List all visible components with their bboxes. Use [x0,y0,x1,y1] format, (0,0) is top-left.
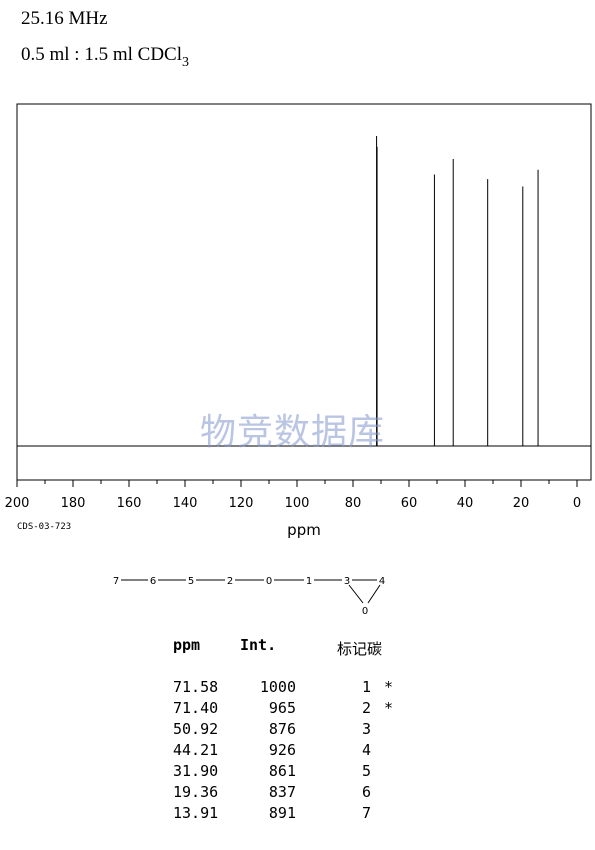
plot-frame [16,103,592,481]
cell-ppm: 13.91 [173,804,219,822]
atom-label: 0 [266,576,272,587]
atom-label: 4 [379,576,385,587]
header-ppm: ppm [173,636,201,654]
cell-ppm: 44.21 [173,741,219,759]
cell-int: 861 [268,762,296,780]
cell-ppm: 50.92 [173,720,219,738]
tick-label: 160 [117,496,142,511]
ring-bond [348,584,364,604]
cell-int: 926 [268,741,296,759]
cell-int: 876 [268,720,296,738]
nmr-spectrum-chart: 200 180 160 140 120 100 80 60 40 20 0 ppm [5,103,592,539]
tick-label: 0 [573,496,581,511]
tick-label: 20 [513,496,530,511]
solvent-info: 0.5 ml : 1.5 ml CDCl3 [21,44,189,71]
x-axis-ticks: 200 180 160 140 120 100 80 60 40 20 0 [5,480,581,511]
tick-label: 60 [401,496,418,511]
structure-diagram: 7 6 5 2 0 1 3 4 0 [113,576,385,617]
atom-label: 6 [150,576,156,587]
tick-label: 40 [457,496,474,511]
spectrometer-frequency: 25.16 MHz [21,8,108,29]
peaks-group [376,136,539,446]
cell-carbon: 7 [361,804,371,822]
cell-ppm: 71.58 [173,678,219,696]
atom-label: 7 [113,576,119,587]
atom-label: 1 [306,576,312,587]
tick-label: 200 [5,496,30,511]
atom-label: 3 [344,576,350,587]
solvent-subscript: 3 [182,55,189,70]
spectrum-code: CDS-03-723 [17,522,72,532]
cell-carbon: 2 [361,699,371,717]
ring-oxygen-label: 0 [362,606,368,617]
atom-label: 2 [227,576,233,587]
tick-label: 140 [173,496,198,511]
cell-carbon: 3 [361,720,371,738]
cell-carbon: 5 [361,762,371,780]
atom-chain: 7 6 5 2 0 1 3 4 0 [113,576,385,617]
x-axis-label: ppm [287,521,321,539]
header-intensity: Int. [240,636,277,654]
cell-carbon: 6 [361,783,371,801]
cell-int: 837 [268,783,296,801]
header-carbon: 标记碳 [337,640,383,658]
atom-label: 5 [188,576,194,587]
tick-label: 120 [229,496,254,511]
cell-mark: * [384,678,394,696]
ring-bond [367,584,381,604]
cell-ppm: 31.90 [173,762,219,780]
solvent-text: 0.5 ml : 1.5 ml CDCl [21,44,182,65]
cell-int: 1000 [259,678,296,696]
cell-int: 891 [268,804,296,822]
cell-mark: * [384,699,394,717]
tick-label: 80 [345,496,362,511]
watermark: 物竞数据库 [200,412,386,453]
tick-label: 180 [61,496,86,511]
cell-carbon: 4 [361,741,371,759]
cell-ppm: 19.36 [173,783,219,801]
cell-int: 965 [268,699,296,717]
cell-ppm: 71.40 [173,699,219,717]
tick-label: 100 [285,496,310,511]
cell-carbon: 1 [361,678,371,696]
